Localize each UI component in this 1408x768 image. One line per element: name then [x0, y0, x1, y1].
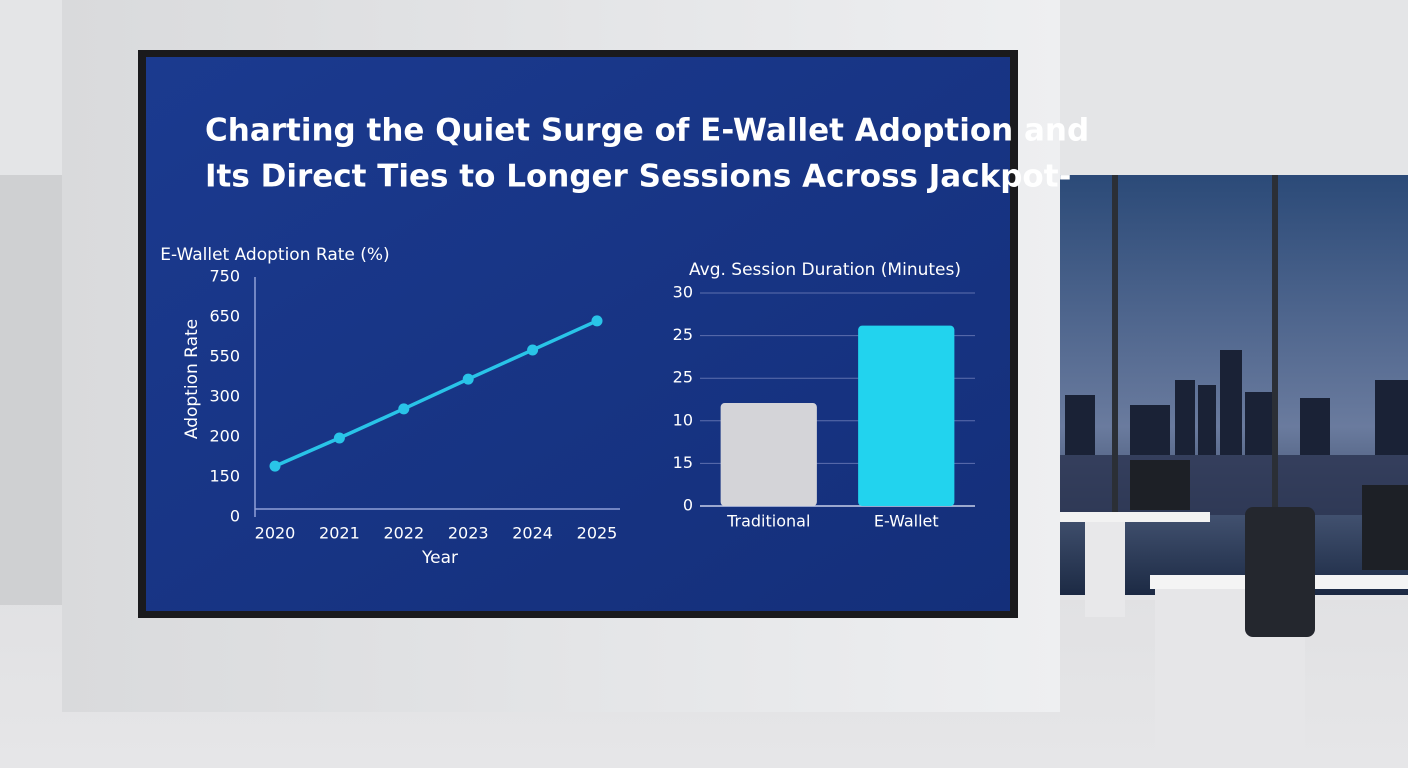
y-tick-label: 550	[209, 347, 240, 366]
y-tick-label: 25	[673, 368, 693, 387]
data-point	[462, 373, 474, 385]
x-tick-label: E-Wallet	[874, 512, 939, 531]
y-tick-label: 10	[673, 410, 693, 429]
y-tick-label: 30	[673, 283, 693, 302]
y-tick-label: 650	[209, 307, 240, 326]
bar	[720, 403, 817, 506]
x-tick-label: 2023	[448, 524, 489, 543]
y-axis-label: Adoption Rate	[182, 319, 202, 439]
x-tick-label: Traditional	[726, 512, 810, 531]
side-wall	[0, 175, 62, 605]
y-tick-label: 300	[209, 387, 240, 406]
x-tick-label: 2021	[319, 524, 360, 543]
x-tick-label: 2024	[512, 524, 553, 543]
data-point	[269, 460, 281, 472]
page-title: Charting the Quiet Surge of E-Wallet Ado…	[205, 113, 1089, 149]
x-tick-label: 2025	[577, 524, 618, 543]
page-title: Its Direct Ties to Longer Sessions Acros…	[205, 159, 1071, 195]
x-tick-label: 2022	[383, 524, 424, 543]
data-point	[527, 344, 539, 356]
desks	[1060, 460, 1408, 759]
bar	[858, 325, 955, 506]
y-tick-label: 0	[683, 496, 693, 515]
data-point	[333, 432, 345, 444]
y-tick-label: 750	[209, 267, 240, 286]
y-tick-label: 25	[673, 325, 693, 344]
x-axis-label: Year	[421, 548, 458, 568]
y-tick-label: 0	[230, 507, 240, 526]
data-line	[274, 319, 598, 468]
skyline	[1065, 350, 1408, 455]
chart-title: Avg. Session Duration (Minutes)	[689, 260, 961, 280]
y-tick-label: 15	[673, 453, 693, 472]
y-tick-label: 200	[209, 427, 240, 446]
y-tick-label: 150	[209, 467, 240, 486]
data-point	[398, 403, 410, 415]
data-point	[591, 315, 603, 327]
x-tick-label: 2020	[255, 524, 296, 543]
chart-title: E-Wallet Adoption Rate (%)	[160, 245, 389, 265]
